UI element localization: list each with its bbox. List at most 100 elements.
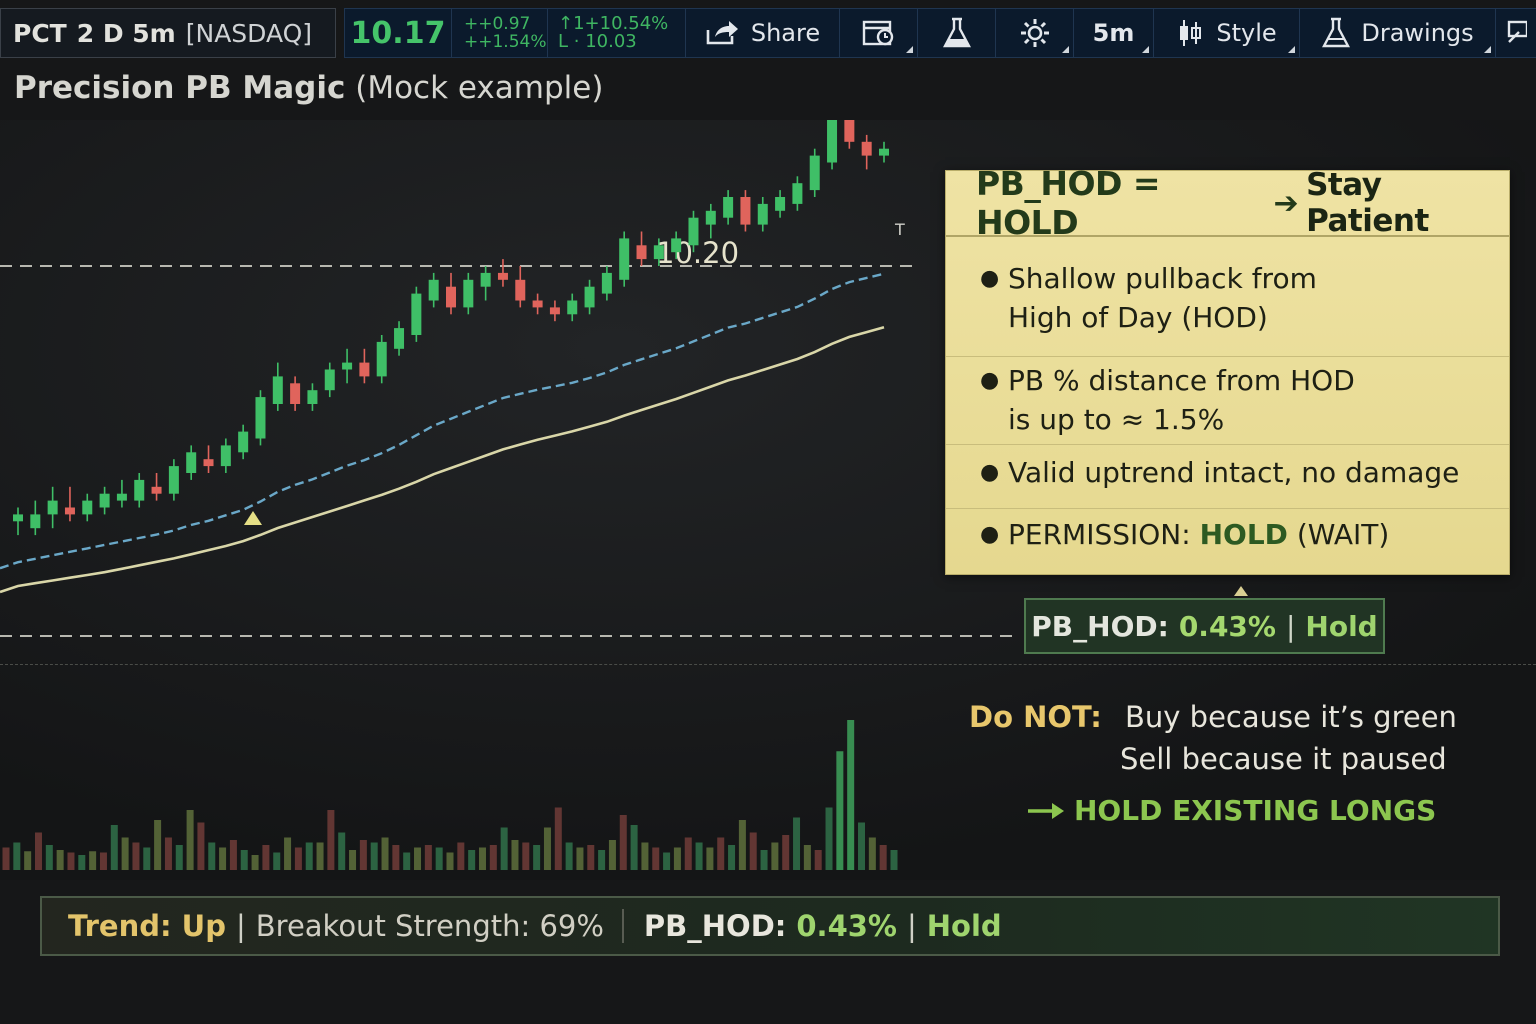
studies-button[interactable] [918,8,996,58]
drawings-label: Drawings [1361,19,1474,47]
volume-bar [414,847,422,870]
candle-body [757,203,768,225]
candle-body [567,300,578,315]
volume-bar [197,822,205,870]
share-label: Share [750,19,821,47]
candle-body [844,120,855,142]
dropdown-corner-icon [1142,46,1149,53]
candle-body [376,341,387,377]
volume-bar [673,847,681,870]
candles-icon [1180,20,1202,46]
volume-bar [641,842,649,870]
status-divider [621,909,624,943]
volume-bar [132,842,140,870]
candle-body [446,286,456,308]
volume-bar [316,842,324,870]
volume-bar [468,850,476,870]
more-button[interactable] [1496,8,1536,58]
volume-bar [565,842,573,870]
page-title: Precision PB Magic (Mock example) [14,70,603,106]
dropdown-corner-icon [906,46,913,53]
volume-bar [208,842,216,870]
volume-bar [99,852,107,870]
volume-bar [435,847,443,870]
volume-bar [760,850,768,870]
status-pipe-2: | [906,909,917,943]
price-change-abs: ++0.97 [464,14,531,34]
arrow-right-icon [1028,802,1064,819]
volume-bar [706,847,714,870]
symbol-box[interactable]: PCT 2 D 5m [NASDAQ] [0,8,336,58]
badge-separator: | [1285,609,1296,643]
volume-bar [424,845,432,870]
candle-body [186,452,197,473]
candle-body [168,466,179,494]
note-bullet-2-line-2: is up to ≈ 1.5% [1008,403,1225,436]
range-high: ↑1+10.54% [558,13,669,34]
timeframe-button[interactable]: 5m [1074,8,1154,58]
status-pipe: | [235,909,246,943]
advice-action: HOLD EXISTING LONGS [1026,794,1436,827]
volume-bar [359,840,367,870]
note-bullet-2-line-1: PB % distance from HOD [1008,364,1355,397]
volume-bar [327,810,335,870]
volume-bar [728,845,736,870]
candle-body [134,479,145,501]
candle-body [220,445,231,467]
volume-bar [587,845,595,870]
gear-icon [1020,19,1049,47]
candle-body [64,507,75,515]
share-button[interactable]: Share [686,8,840,58]
dropdown-corner-icon [1484,46,1491,53]
candle-body [272,376,283,404]
volume-bar [825,807,833,870]
note-pointer-icon [1234,586,1248,596]
volume-bar [847,720,855,870]
candle-body [740,197,751,225]
style-button[interactable]: Style [1154,8,1300,58]
volume-bar [511,840,519,870]
candle-body [497,272,508,280]
candle-body [775,197,786,211]
volume-bar [619,815,627,870]
volume-bar [338,832,346,870]
settings-button[interactable] [996,8,1074,58]
monitor-icon [1507,20,1527,43]
note-bullet-1: ● Shallow pullback from High of Day (HOD… [946,259,1509,357]
dropdown-corner-icon [1062,46,1069,53]
volume-bar [500,827,508,870]
alerts-button[interactable] [840,8,918,58]
note-bullet-3: ● Valid uptrend intact, no damage [946,453,1509,509]
candle-body [619,238,630,280]
candle-body [809,155,820,191]
badge-value: 0.43% [1178,609,1276,643]
volume-bar [229,840,237,870]
ma-fast-line [0,272,885,570]
volume-bar [803,845,811,870]
candle-body [116,493,127,501]
volume-bar [489,845,497,870]
volume-bar [262,845,270,870]
drawing-flask-icon [1322,17,1351,48]
volume-bar [403,852,411,870]
breakout-strength: Breakout Strength: 69% [255,909,604,943]
bullet-icon: ● [980,522,1000,547]
status-state: Hold [926,909,1002,943]
title-main: Precision PB Magic [14,70,346,106]
volume-bar [370,842,378,870]
candle-body [879,148,889,156]
volume-bar [24,851,32,870]
advice-line-1: Do NOT: Buy because it’s green [969,700,1457,734]
ma-slow-line [0,325,885,594]
advice-text-2: Sell because it paused [1120,742,1447,776]
volume-bar [457,842,465,870]
drawings-button[interactable]: Drawings [1300,8,1496,58]
volume-bar [814,850,822,870]
volume-bar [219,847,227,870]
volume-bar [240,850,248,870]
trend-status: Trend: Up [68,909,226,943]
symbol-ticker: PCT [13,18,67,48]
volume-bar [45,845,53,870]
status-pb-label: PB_HOD: [643,909,787,943]
candle-body [30,514,41,529]
